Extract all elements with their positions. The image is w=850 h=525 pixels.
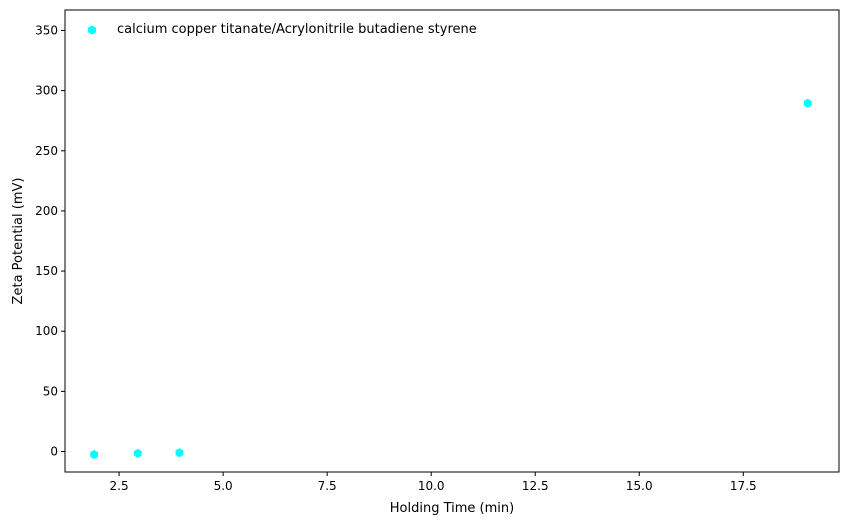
x-tick-label: 7.5 bbox=[318, 479, 337, 493]
y-tick-label: 100 bbox=[35, 324, 58, 338]
x-tick-label: 10.0 bbox=[418, 479, 445, 493]
y-tick-label: 350 bbox=[35, 23, 58, 37]
y-tick-label: 200 bbox=[35, 204, 58, 218]
legend-marker bbox=[88, 25, 96, 35]
y-tick-label: 50 bbox=[43, 384, 58, 398]
x-tick-label: 15.0 bbox=[626, 479, 653, 493]
data-point bbox=[175, 448, 184, 458]
data-point bbox=[90, 450, 99, 460]
x-tick-label: 12.5 bbox=[522, 479, 549, 493]
y-tick-label: 300 bbox=[35, 84, 58, 98]
x-tick-label: 5.0 bbox=[214, 479, 233, 493]
data-points bbox=[90, 98, 812, 460]
y-tick-label: 150 bbox=[35, 264, 58, 278]
ticks-layer: 2.5 5.0 7.5 10.0 12.5 15.0 17.5 0 50 100 150 200 250… bbox=[35, 23, 757, 493]
legend-label: calcium copper titanate/Acrylonitrile bu… bbox=[117, 22, 477, 37]
x-axis-label: Holding Time (min) bbox=[390, 501, 514, 516]
y-tick-label: 250 bbox=[35, 144, 58, 158]
legend-marker-icon bbox=[88, 25, 96, 35]
x-tick-label: 17.5 bbox=[730, 479, 757, 493]
data-point bbox=[803, 98, 812, 108]
x-tick-label: 2.5 bbox=[110, 479, 129, 493]
y-axis-label: Zeta Potential (mV) bbox=[11, 178, 26, 305]
legend: calcium copper titanate/Acrylonitrile bu… bbox=[88, 22, 477, 37]
plot-frame bbox=[64, 9, 840, 473]
data-point bbox=[133, 448, 142, 458]
y-tick-label: 0 bbox=[50, 445, 58, 459]
